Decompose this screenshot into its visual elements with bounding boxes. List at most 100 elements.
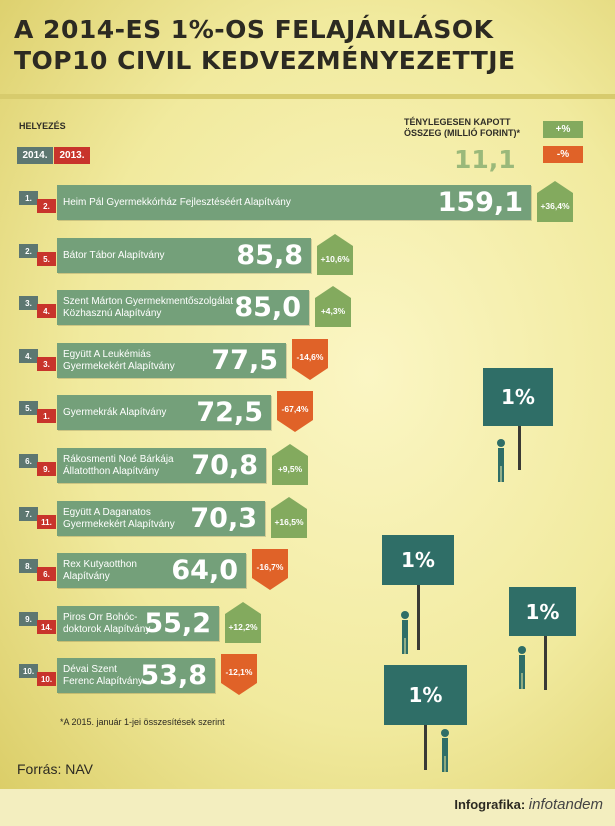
change-value: -67,4% — [281, 404, 309, 414]
rank-badges: 7. 11. — [19, 507, 57, 529]
bar-label-line1: Piros Orr Bohóc- — [63, 611, 138, 623]
legend-2014: 2014. — [17, 147, 53, 164]
rank-badges: 9. 14. — [19, 612, 57, 634]
legend-2013: 2013. — [54, 147, 90, 164]
change-up-marker: +36,4% — [537, 181, 573, 222]
change-value: +10,6% — [320, 254, 350, 264]
bar: Együtt A Leukémiás Gyermekekért Alapítván… — [57, 343, 286, 378]
bar: Bátor Tábor Alapítvány 85,8 — [57, 238, 311, 273]
change-value: -16,7% — [256, 562, 284, 572]
bar-label: Heim Pál Gyermekkórház Fejlesztéséért Al… — [63, 185, 291, 220]
bar-label: Piros Orr Bohóc-doktorok Alapítvány — [63, 606, 150, 641]
change-value: +12,2% — [228, 622, 258, 632]
change-up-marker: +10,6% — [317, 234, 353, 275]
rank-2014: 7. — [19, 507, 38, 521]
bar: Rákosmenti Noé Bárkája Állatotthon Alapít… — [57, 448, 266, 483]
bar-label-line2: Gyermekekért Alapítvány — [63, 360, 175, 372]
change-value: +16,5% — [274, 517, 304, 527]
amount-header-line2: ÖSSZEG (MILLIÓ FORINT)* — [404, 128, 520, 138]
header-divider — [0, 94, 615, 99]
bar-value: 64,0 — [171, 555, 238, 586]
bar-label-line1: Együtt A Daganatos — [63, 506, 151, 518]
rank-2014: 9. — [19, 612, 38, 626]
bar-value: 53,8 — [140, 660, 207, 691]
rank-2014: 3. — [19, 296, 38, 310]
rank-2014: 1. — [19, 191, 38, 205]
change-value: -14,6% — [296, 352, 324, 362]
bar: Szent Márton Gyermekmentőszolgálat Közhas… — [57, 290, 309, 325]
rank-badges: 5. 1. — [19, 401, 57, 423]
rank-badges: 1. 2. — [19, 191, 57, 213]
bar: Gyermekrák Alapítvány 72,5 — [57, 395, 271, 430]
bar-label-line2: Gyermekekért Alapítvány — [63, 518, 175, 530]
bar-label: Gyermekrák Alapítvány — [63, 395, 166, 430]
rank-2013: 10. — [37, 672, 56, 686]
footer-band — [0, 789, 615, 826]
bar: Dévai Szent Ferenc Alapítvány 53,8 — [57, 658, 215, 693]
rank-2014: 10. — [19, 664, 38, 678]
sign-text: 1% — [401, 548, 435, 572]
bar-label-line2: Ferenc Alapítvány — [63, 675, 144, 687]
change-up-marker: +4,3% — [315, 286, 351, 327]
change-down-marker: -12,1% — [221, 654, 257, 695]
bar-value: 77,5 — [211, 345, 278, 376]
rank-2013: 9. — [37, 462, 56, 476]
bar: Heim Pál Gyermekkórház Fejlesztéséért Al… — [57, 185, 531, 220]
bar-label: Együtt A Leukémiás Gyermekekért Alapítván… — [63, 343, 175, 378]
title-line-1: A 2014-ES 1%-OS FELAJÁNLÁSOK — [14, 15, 494, 44]
bar-label: Együtt A Daganatos Gyermekekért Alapítván… — [63, 501, 175, 536]
bar-label: Rex Kutyaotthon Alapítvány — [63, 553, 137, 588]
bar: Piros Orr Bohóc-doktorok Alapítvány 55,2 — [57, 606, 219, 641]
rank-badges: 4. 3. — [19, 349, 57, 371]
rank-2014: 5. — [19, 401, 38, 415]
legend-positive: +% — [543, 121, 583, 138]
rank-2014: 4. — [19, 349, 38, 363]
bar-label: Szent Márton Gyermekmentőszolgálat Közhas… — [63, 290, 233, 325]
bar: Együtt A Daganatos Gyermekekért Alapítván… — [57, 501, 265, 536]
rank-2013: 2. — [37, 199, 56, 213]
sign-text: 1% — [501, 385, 535, 409]
bar-value: 72,5 — [196, 397, 263, 428]
bar-label-line1: Dévai Szent — [63, 663, 117, 675]
bar-label-line1: Rákosmenti Noé Bárkája — [63, 453, 174, 465]
credit: Infografika: infotandem — [454, 796, 603, 813]
rank-2014: 8. — [19, 559, 38, 573]
rank-2013: 6. — [37, 567, 56, 581]
rank-2013: 1. — [37, 409, 56, 423]
rank-2013: 3. — [37, 357, 56, 371]
title-line-2: TOP10 CIVIL KEDVEZMÉNYEZETTJE — [14, 46, 516, 75]
bar: Rex Kutyaotthon Alapítvány 64,0 — [57, 553, 246, 588]
rank-2013: 5. — [37, 252, 56, 266]
bar-label-line1: Gyermekrák Alapítvány — [63, 406, 167, 418]
rank-badges: 3. 4. — [19, 296, 57, 318]
change-value: +9,5% — [277, 464, 303, 474]
change-down-marker: -67,4% — [277, 391, 313, 432]
change-up-marker: +9,5% — [272, 444, 308, 485]
legend-example-value: 11,1 — [454, 145, 516, 174]
bar-label: Dévai Szent Ferenc Alapítvány — [63, 658, 143, 693]
bar-value: 70,3 — [190, 503, 257, 534]
bar-label-line1: Együtt A Leukémiás — [63, 348, 151, 360]
amount-header: TÉNYLEGESEN KAPOTT ÖSSZEG (MILLIÓ FORINT… — [404, 117, 520, 139]
change-value: -12,1% — [225, 667, 253, 677]
rank-2013: 11. — [37, 515, 56, 529]
change-up-marker: +16,5% — [271, 497, 307, 538]
credit-label: Infografika: — [454, 797, 526, 812]
rank-badges: 2. 5. — [19, 244, 57, 266]
bar-label: Rákosmenti Noé Bárkája Állatotthon Alapít… — [63, 448, 174, 483]
rank-badges: 10. 10. — [19, 664, 57, 686]
rank-badges: 6. 9. — [19, 454, 57, 476]
bar-label-line2: Alapítvány — [63, 570, 110, 582]
bar-label-line2: Közhasznú Alapítvány — [63, 307, 162, 319]
sign-text: 1% — [408, 683, 443, 707]
bar-label-line2: Állatotthon Alapítvány — [63, 465, 160, 477]
rank-2013: 4. — [37, 304, 56, 318]
footnote: *A 2015. január 1-jei összesítések szeri… — [60, 717, 225, 727]
change-down-marker: -16,7% — [252, 549, 288, 590]
rank-badges: 8. 6. — [19, 559, 57, 581]
change-up-marker: +12,2% — [225, 602, 261, 643]
rank-header: HELYEZÉS — [19, 121, 66, 131]
rank-2013: 14. — [37, 620, 56, 634]
rank-2014: 2. — [19, 244, 38, 258]
bar-label: Bátor Tábor Alapítvány — [63, 238, 165, 273]
